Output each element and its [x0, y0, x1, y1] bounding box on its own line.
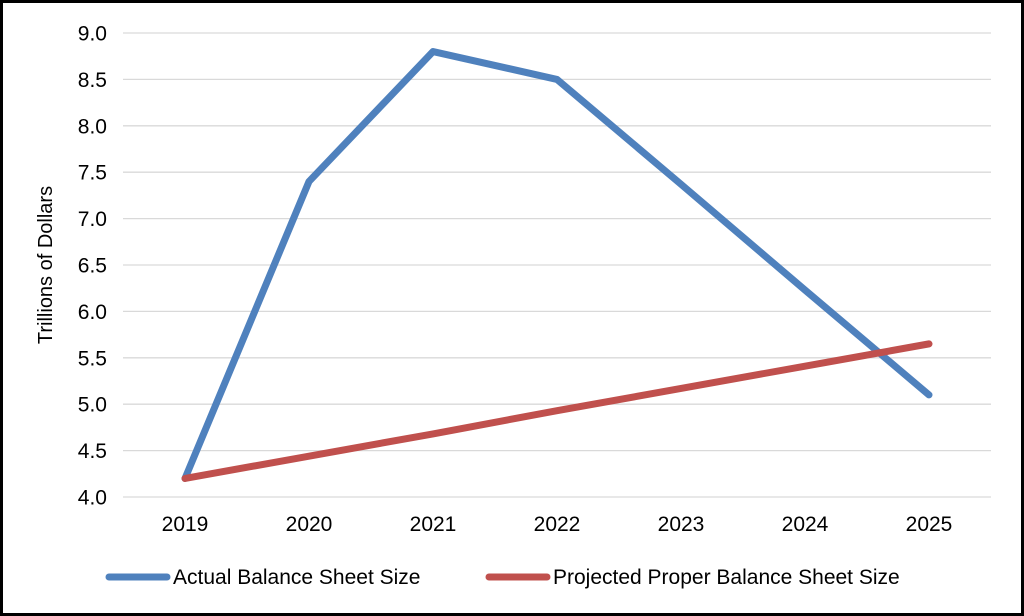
x-axis-label: 2023	[658, 513, 705, 536]
y-tick-label: 6.5	[78, 255, 107, 278]
x-axis-label: 2019	[162, 513, 209, 536]
x-axis-label: 2021	[410, 513, 457, 536]
legend: Actual Balance Sheet Size Projected Prop…	[105, 566, 900, 589]
y-tick-label: 7.5	[78, 162, 107, 185]
series-line-actual	[181, 48, 933, 482]
series-line-projected	[181, 340, 933, 482]
y-axis-tick-labels: 4.0 4.5 5.0 5.5 6.0 6.5 7.0 7.5 8.0 8.5 9.0	[78, 23, 107, 510]
series-lines	[181, 48, 933, 482]
line-chart-canvas: 4.0 4.5 5.0 5.5 6.0 6.5 7.0 7.5 8.0 8.5 9.0 Trilli…	[35, 23, 991, 589]
y-axis-title: Trillions of Dollars	[35, 186, 57, 344]
x-axis-label: 2024	[782, 513, 829, 536]
legend-label-actual: Actual Balance Sheet Size	[173, 566, 421, 589]
x-axis-label: 2022	[534, 513, 581, 536]
gridlines	[123, 32, 991, 498]
y-tick-label: 6.0	[78, 301, 107, 324]
y-tick-label: 9.0	[78, 23, 107, 46]
x-axis-label: 2025	[906, 513, 953, 536]
x-axis-labels: 2019 2020 2021 2022 2023 2024 2025	[162, 513, 953, 536]
y-tick-label: 5.0	[78, 394, 107, 417]
y-tick-label: 4.5	[78, 440, 107, 463]
y-tick-label: 4.0	[78, 487, 107, 510]
x-axis-label: 2020	[286, 513, 333, 536]
y-tick-label: 7.0	[78, 208, 107, 231]
y-tick-label: 5.5	[78, 347, 107, 370]
y-tick-label: 8.5	[78, 69, 107, 92]
y-tick-label: 8.0	[78, 115, 107, 138]
legend-label-projected: Projected Proper Balance Sheet Size	[553, 566, 900, 589]
